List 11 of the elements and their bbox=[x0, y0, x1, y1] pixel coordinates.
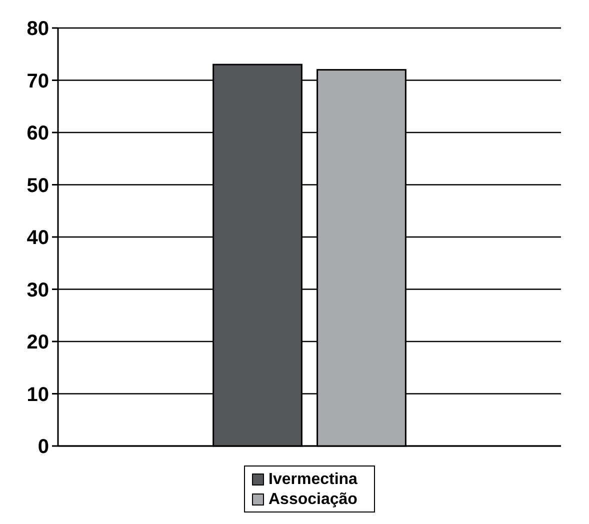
y-tick-label: 20 bbox=[26, 332, 49, 354]
y-tick-label: 60 bbox=[26, 122, 49, 144]
y-tick-label: 80 bbox=[26, 18, 49, 40]
y-tick-label: 10 bbox=[26, 384, 49, 406]
y-tick-label: 30 bbox=[26, 279, 49, 302]
y-tick-label: 50 bbox=[26, 174, 49, 197]
y-tick-label: 40 bbox=[26, 227, 49, 249]
y-tick-label: 70 bbox=[26, 70, 49, 92]
y-tick-label: 0 bbox=[38, 436, 49, 458]
legend-label: Ivermectina bbox=[268, 471, 358, 488]
legend-label: Associação bbox=[268, 491, 358, 508]
